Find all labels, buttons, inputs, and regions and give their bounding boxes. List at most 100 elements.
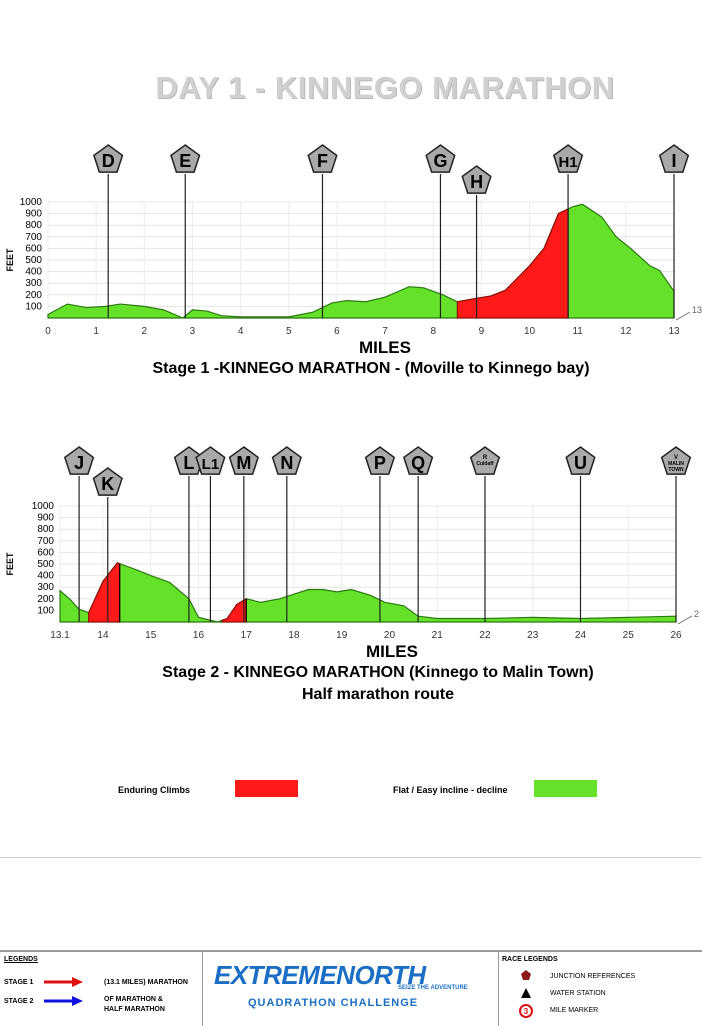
xtick-label: 13: [668, 326, 680, 337]
marker-label: F: [317, 151, 328, 171]
marker-label: H1: [558, 154, 577, 171]
legend-flat-swatch: [534, 780, 597, 797]
xtick-label: 21: [432, 630, 444, 641]
marker-sublabel: MALIN: [668, 461, 684, 467]
xtick-label: 15: [145, 630, 157, 641]
xtick-label: 4: [238, 326, 244, 337]
logo-subtext: QUADRATHON CHALLENGE: [248, 997, 419, 1009]
junction-marker: [195, 446, 226, 475]
marker-label: U: [574, 453, 587, 473]
ytick-label: 400: [25, 267, 42, 278]
junction-marker: [658, 144, 690, 173]
ytick-label: 600: [25, 243, 42, 254]
marker-label: D: [102, 151, 115, 171]
ytick-label: 1000: [32, 501, 55, 512]
junction-marker: [271, 446, 302, 475]
logo-text: EXTREMENORTH: [214, 960, 426, 990]
ytick-label: 200: [37, 594, 54, 605]
xtick-label: 25: [623, 630, 635, 641]
junction-marker: [92, 467, 123, 496]
end-label: 2: [694, 609, 699, 619]
xtick-label: 23: [527, 630, 539, 641]
ytick-label: 100: [25, 301, 42, 312]
xtick-label: 7: [382, 326, 388, 337]
footer-race-legends: RACE LEGENDS JUNCTION REFERENCES WATER S…: [498, 952, 702, 1026]
xtick-label: 20: [384, 630, 396, 641]
xtick-label: 10: [524, 326, 536, 337]
stage2-label: STAGE 2: [4, 998, 34, 1005]
legend-climb-label: Enduring Climbs: [118, 785, 190, 795]
page-title: DAY 1 - KINNEGO MARATHON: [155, 70, 615, 105]
junction-marker: [63, 446, 95, 475]
x-axis-label: MILES: [366, 642, 418, 661]
xtick-label: 13.1: [50, 630, 70, 641]
footer-logo: EXTREMENORTH SEIZE THE ADVENTURE QUADRAT…: [202, 952, 499, 1026]
ytick-label: 700: [25, 232, 42, 243]
legend-item-water: WATER STATION: [550, 990, 606, 997]
junction-icon: [521, 970, 531, 980]
y-axis-label: FEET: [5, 552, 15, 576]
xtick-label: 14: [97, 630, 109, 641]
stage2-desc-1: OF MARATHON &: [104, 996, 163, 1003]
junction-marker: [565, 446, 596, 475]
xtick-label: 24: [575, 630, 587, 641]
ytick-label: 800: [25, 220, 42, 231]
end-label-tick: [675, 311, 691, 321]
marker-label: G: [433, 151, 447, 171]
legend-climb-swatch: [235, 780, 298, 797]
divider: [0, 857, 702, 858]
ytick-label: 100: [37, 605, 54, 616]
xtick-label: 11: [572, 326, 583, 337]
ytick-label: 700: [37, 536, 54, 547]
xtick-label: 17: [241, 630, 253, 641]
xtick-label: 26: [670, 630, 682, 641]
stage1-label: STAGE 1: [4, 979, 34, 986]
ytick-label: 300: [37, 582, 54, 593]
junction-marker: [307, 144, 338, 173]
xtick-label: 3: [190, 326, 196, 337]
marker-label: R: [483, 455, 488, 461]
chart-title: Stage 1 -KINNEGO MARATHON - (Moville to …: [152, 360, 589, 377]
junction-marker: [364, 446, 396, 475]
xtick-label: 22: [479, 630, 491, 641]
chart-title: Stage 2 - KINNEGO MARATHON (Kinnego to M…: [162, 664, 593, 681]
junction-marker: [469, 446, 501, 475]
xtick-label: 16: [193, 630, 205, 641]
xtick-label: 0: [45, 326, 51, 337]
junction-marker: [552, 144, 584, 173]
mile-marker-icon: 3: [519, 1004, 533, 1018]
footer-legends: LEGENDS STAGE 1 (13.1 MILES) MARATHON ST…: [0, 952, 203, 1026]
marker-label: M: [236, 453, 251, 473]
marker-sublabel: Culdaff: [476, 461, 494, 467]
marker-label: N: [280, 453, 293, 473]
legend-flat-label: Flat / Easy incline - decline: [393, 785, 508, 795]
legend-item-mile: MILE MARKER: [550, 1007, 599, 1014]
footer: LEGENDS STAGE 1 (13.1 MILES) MARATHON ST…: [0, 950, 702, 1026]
y-axis-label: FEET: [5, 248, 15, 272]
xtick-label: 8: [430, 326, 436, 337]
end-label-tick: [677, 615, 693, 625]
xtick-label: 18: [288, 630, 300, 641]
red-arrow-icon: [44, 977, 83, 987]
xtick-label: 1: [93, 326, 99, 337]
marker-label: H: [470, 172, 483, 192]
ytick-label: 500: [37, 559, 54, 570]
junction-marker: [402, 446, 434, 475]
marker-label: K: [101, 474, 114, 494]
xtick-label: 19: [336, 630, 348, 641]
mile-marker-number: 3: [524, 1007, 529, 1016]
junction-marker: [228, 446, 259, 475]
logo-tagline: SEIZE THE ADVENTURE: [398, 985, 468, 991]
marker-label: P: [374, 453, 386, 473]
ytick-label: 1000: [20, 197, 43, 208]
blue-arrow-icon: [44, 996, 83, 1006]
marker-label: Q: [411, 453, 425, 473]
junction-marker: [170, 144, 201, 173]
marker-label: E: [179, 151, 191, 171]
marker-sublabel: TOWN: [668, 467, 684, 473]
xtick-label: 6: [334, 326, 340, 337]
ytick-label: 900: [37, 513, 54, 524]
junction-marker: [425, 144, 456, 173]
